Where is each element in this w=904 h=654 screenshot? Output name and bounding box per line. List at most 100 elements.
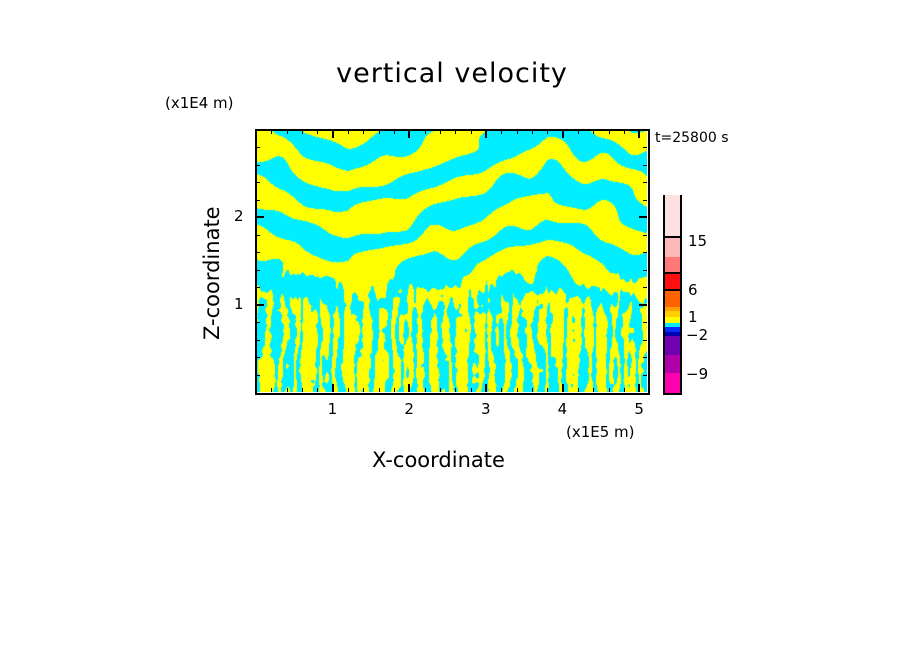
x-minor-tick-top bbox=[302, 130, 303, 134]
x-minor-tick-top bbox=[547, 130, 549, 134]
x-tick-label: 5 bbox=[634, 400, 644, 418]
x-minor-tick-top bbox=[378, 130, 380, 134]
x-minor-tick bbox=[394, 388, 395, 392]
x-tick-label: 3 bbox=[481, 400, 491, 418]
y-minor-tick bbox=[256, 269, 260, 271]
y-minor-tick-right bbox=[643, 374, 647, 376]
x-minor-tick-top bbox=[608, 130, 610, 134]
colorbar-label: 1 bbox=[688, 308, 698, 326]
colorbar-segment bbox=[665, 238, 680, 257]
colorbar bbox=[663, 195, 682, 395]
y-tick bbox=[256, 216, 264, 219]
x-minor-tick bbox=[424, 388, 426, 392]
colorbar-segment bbox=[665, 272, 680, 291]
x-tick-label: 2 bbox=[404, 400, 414, 418]
y-minor-tick bbox=[256, 252, 260, 254]
colorbar-segment bbox=[665, 307, 680, 311]
x-minor-tick bbox=[578, 388, 579, 392]
x-minor-tick-top bbox=[317, 130, 319, 134]
y-axis-label: Z-coordinate bbox=[200, 206, 224, 340]
x-minor-tick-top bbox=[363, 130, 365, 134]
y-minor-tick bbox=[256, 287, 260, 289]
x-minor-tick bbox=[455, 388, 457, 392]
x-tick-top bbox=[331, 130, 334, 138]
colorbar-segment bbox=[665, 317, 680, 323]
x-minor-tick bbox=[608, 388, 610, 392]
x-tick bbox=[638, 384, 641, 392]
x-minor-tick bbox=[286, 388, 288, 392]
y-minor-tick-right bbox=[643, 182, 647, 184]
y-minor-tick bbox=[256, 357, 260, 359]
y-minor-tick-right bbox=[643, 164, 647, 166]
x-minor-tick bbox=[271, 388, 273, 392]
colorbar-label: −9 bbox=[686, 365, 709, 383]
y-minor-tick-right bbox=[643, 287, 647, 289]
x-minor-tick-top bbox=[516, 130, 518, 134]
colorbar-segment bbox=[665, 255, 680, 274]
colorbar-segment bbox=[665, 336, 680, 355]
x-minor-tick bbox=[348, 388, 349, 392]
colorbar-segment bbox=[665, 195, 680, 238]
x-minor-tick-top bbox=[624, 130, 625, 134]
colorbar-segment bbox=[665, 291, 680, 307]
x-minor-tick-top bbox=[455, 130, 457, 134]
colorbar-segment bbox=[665, 311, 680, 317]
x-minor-tick-top bbox=[286, 130, 288, 134]
x-minor-tick-top bbox=[532, 130, 533, 134]
y-minor-tick bbox=[256, 339, 260, 341]
x-minor-tick-top bbox=[470, 130, 472, 134]
y-minor-tick-right bbox=[643, 339, 647, 341]
y-minor-tick-right bbox=[643, 322, 647, 324]
x-axis-unit: (x1E5 m) bbox=[566, 423, 635, 441]
x-minor-tick bbox=[317, 388, 319, 392]
colorbar-segment bbox=[665, 327, 680, 332]
x-tick bbox=[408, 384, 411, 392]
colorbar-label: 6 bbox=[688, 281, 698, 299]
y-minor-tick bbox=[256, 374, 260, 376]
y-minor-tick-right bbox=[643, 199, 647, 201]
x-minor-tick bbox=[440, 388, 441, 392]
y-minor-tick bbox=[256, 199, 260, 201]
colorbar-label: 15 bbox=[688, 232, 708, 250]
x-tick-top bbox=[408, 130, 411, 138]
colorbar-segment bbox=[665, 332, 680, 336]
x-minor-tick bbox=[501, 388, 503, 392]
x-minor-tick-top bbox=[593, 130, 595, 134]
x-minor-tick-top bbox=[348, 130, 349, 134]
chart-title: vertical velocity bbox=[336, 58, 568, 89]
y-minor-tick-right bbox=[643, 147, 647, 149]
x-tick bbox=[331, 384, 334, 392]
x-minor-tick-top bbox=[501, 130, 503, 134]
x-tick bbox=[561, 384, 564, 392]
y-minor-tick bbox=[256, 182, 260, 184]
y-minor-tick bbox=[256, 322, 260, 324]
x-axis-label: X-coordinate bbox=[372, 448, 505, 472]
x-minor-tick-top bbox=[578, 130, 579, 134]
x-minor-tick bbox=[363, 388, 365, 392]
x-minor-tick bbox=[378, 388, 380, 392]
y-tick bbox=[256, 303, 264, 306]
x-minor-tick-top bbox=[440, 130, 441, 134]
y-tick-right bbox=[639, 216, 647, 219]
x-minor-tick bbox=[593, 388, 595, 392]
time-annotation: t=25800 s bbox=[655, 130, 729, 146]
x-tick-label: 4 bbox=[557, 400, 568, 418]
y-minor-tick bbox=[256, 234, 260, 236]
x-minor-tick-top bbox=[424, 130, 426, 134]
y-minor-tick-right bbox=[643, 234, 647, 236]
y-minor-tick bbox=[256, 147, 260, 149]
x-minor-tick bbox=[624, 388, 625, 392]
x-minor-tick bbox=[532, 388, 533, 392]
x-tick-top bbox=[485, 130, 487, 138]
y-tick-label: 1 bbox=[234, 294, 244, 313]
colorbar-segment bbox=[665, 373, 680, 393]
y-minor-tick-right bbox=[643, 269, 647, 271]
x-minor-tick-top bbox=[394, 130, 395, 134]
x-tick bbox=[485, 384, 487, 392]
y-minor-tick-right bbox=[643, 252, 647, 254]
y-axis-unit: (x1E4 m) bbox=[165, 94, 234, 112]
colorbar-segment bbox=[665, 355, 680, 373]
x-minor-tick bbox=[516, 388, 518, 392]
y-minor-tick-right bbox=[643, 357, 647, 359]
x-minor-tick bbox=[547, 388, 549, 392]
